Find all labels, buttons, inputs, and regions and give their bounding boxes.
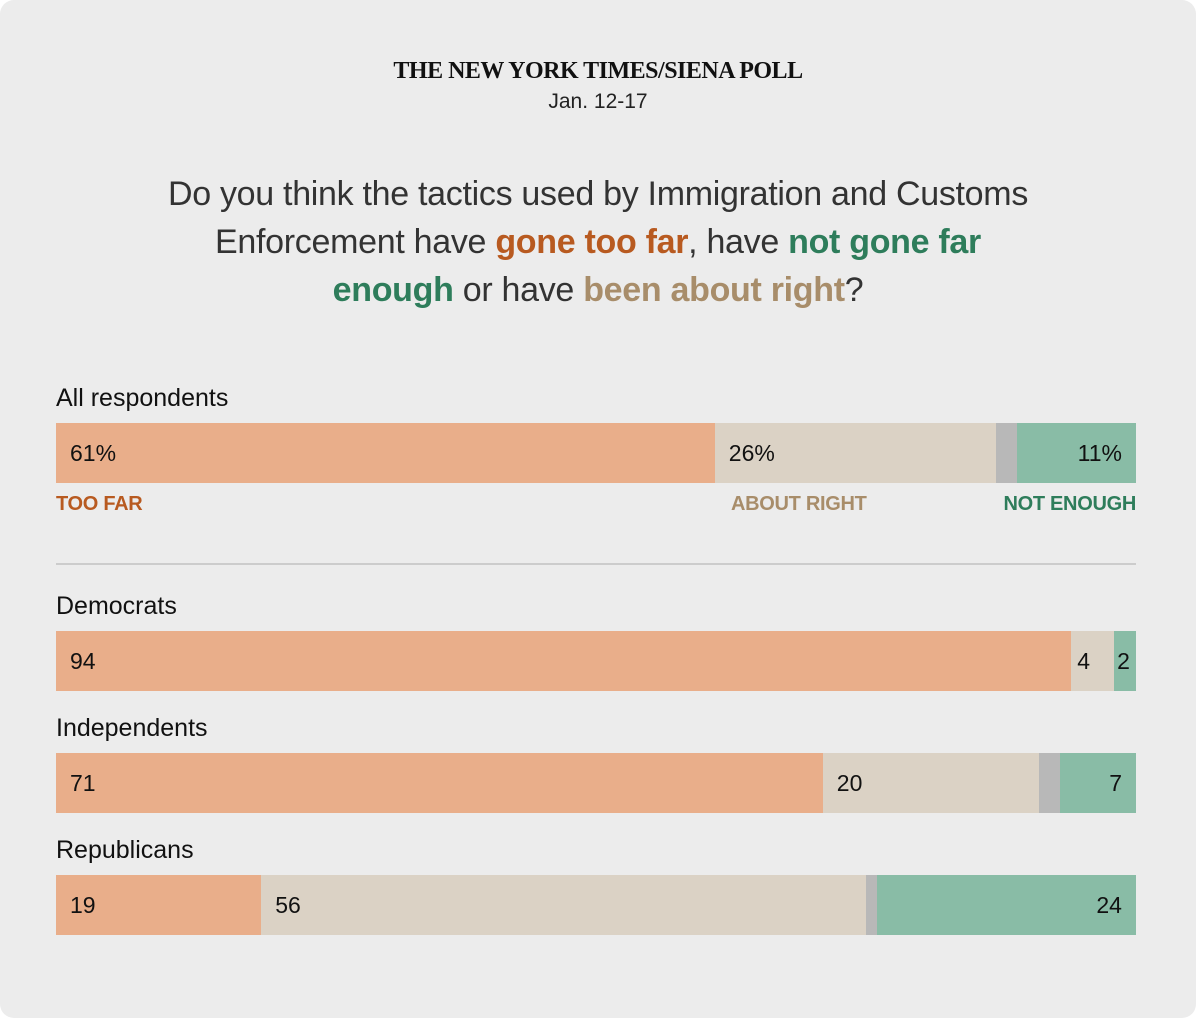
- bar-segment-about-right: 56: [261, 875, 866, 935]
- bar-segment-not-enough: 11%: [1017, 423, 1136, 483]
- group-label: Democrats: [56, 592, 177, 620]
- data-label: 11%: [1077, 439, 1122, 466]
- bar-segment-not-enough: 2: [1114, 631, 1136, 691]
- bar-segment-too-far: 94: [56, 631, 1072, 691]
- question-text: , have: [688, 223, 789, 261]
- data-label: 24: [1096, 891, 1122, 918]
- bar-segment-about-right: 20: [822, 753, 1039, 813]
- data-label: 94: [70, 647, 96, 674]
- stacked-bar: 71 20 7: [56, 753, 1136, 813]
- bar-segment-not-enough: 24: [876, 875, 1136, 935]
- question: Do you think the tactics used by Immigra…: [150, 170, 1046, 314]
- bar-segment-too-far: 19: [56, 875, 262, 935]
- bar-segment-too-far: 71: [56, 753, 823, 813]
- data-label: 61%: [70, 439, 117, 466]
- data-label: 56: [275, 891, 301, 918]
- legend-not-enough: NOT ENOUGH: [1003, 493, 1136, 515]
- group-label: All respondents: [56, 384, 229, 412]
- data-label: 7: [1109, 769, 1122, 796]
- stacked-bar: 61% 26% 11%: [56, 423, 1136, 483]
- data-label: 26%: [728, 439, 775, 466]
- bar-segment-not-enough: 7: [1060, 753, 1136, 813]
- highlight-not-enough: not gone far enough: [332, 223, 982, 309]
- stacked-bar: 94 4 2: [56, 631, 1136, 691]
- data-label: 4: [1077, 647, 1090, 674]
- poll-title: THE NEW YORK TIMES/SIENA POLL: [393, 58, 803, 84]
- group-label: Republicans: [56, 836, 194, 864]
- bar-segment-unsure: [1038, 753, 1061, 813]
- legend-too-far: TOO FAR: [56, 493, 143, 515]
- bar-segment-unsure: [995, 423, 1018, 483]
- data-label: 71: [70, 769, 96, 796]
- highlight-too-far: gone too far: [495, 223, 689, 261]
- data-label: 2: [1117, 647, 1130, 674]
- question-text: ?: [844, 271, 864, 309]
- data-label: 19: [70, 891, 96, 918]
- divider: [56, 563, 1136, 565]
- group-label: Independents: [56, 714, 208, 742]
- bar-segment-about-right: 4: [1071, 631, 1115, 691]
- question-text: Do you think the tactics used by Immigra…: [167, 175, 1029, 261]
- bar-segment-about-right: 26%: [714, 423, 996, 483]
- poll-date: Jan. 12-17: [548, 90, 648, 113]
- legend-about-right: ABOUT RIGHT: [731, 493, 867, 515]
- data-label: 20: [836, 769, 863, 796]
- question-text: or have: [453, 271, 584, 309]
- bar-segment-too-far: 61%: [56, 423, 715, 483]
- highlight-about-right: been about right: [583, 271, 845, 309]
- stacked-bar: 19 56 24: [56, 875, 1136, 935]
- bar-segment-unsure: [865, 875, 877, 935]
